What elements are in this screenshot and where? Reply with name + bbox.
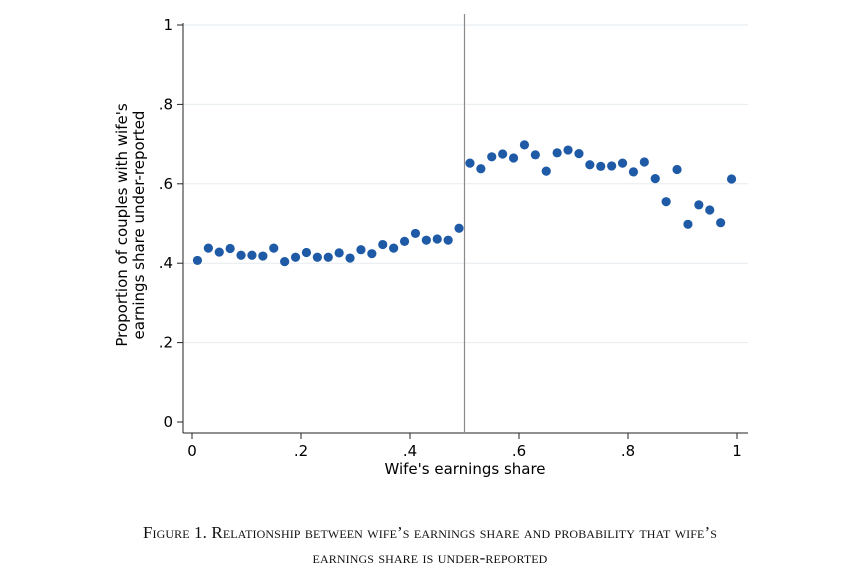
data-point-1	[203, 243, 213, 253]
data-point-40	[628, 167, 639, 177]
data-point-19	[399, 236, 410, 246]
data-point-34	[563, 145, 573, 155]
x-tick-label-4: .8	[621, 442, 635, 460]
data-point-15	[356, 245, 366, 255]
data-point-18	[389, 243, 399, 253]
x-tick-label-0: 0	[187, 442, 197, 460]
grid-lines	[183, 24, 748, 344]
caption-line-1: Figure 1. Relationship between wife’s ea…	[0, 520, 860, 545]
data-point-20	[410, 228, 421, 239]
caption-line-2: earnings share is under-reported	[312, 548, 548, 567]
data-point-41	[639, 157, 649, 167]
y-tick-label-1: .2	[159, 334, 173, 352]
y-tick-label-3: .6	[159, 175, 173, 193]
data-point-38	[607, 161, 617, 171]
data-point-9	[290, 252, 301, 262]
data-point-7	[269, 243, 279, 253]
data-point-37	[596, 161, 606, 171]
data-point-45	[683, 219, 693, 229]
data-point-30	[519, 140, 530, 150]
y-tick-label-4: .8	[159, 95, 173, 113]
data-point-13	[334, 248, 344, 258]
data-point-6	[258, 251, 268, 261]
x-axis-title: Wife's earnings share	[384, 460, 545, 478]
data-point-44	[672, 164, 682, 175]
scatter-chart: 0 .2 .4 .6 .8 1 0 .2 .4 .6 .8 1 Wife's earnings sha…	[113, 14, 748, 478]
x-tick-label-3: .6	[512, 442, 526, 460]
data-point-27	[487, 152, 497, 162]
data-point-39	[617, 158, 628, 168]
data-point-32	[541, 166, 551, 176]
data-point-21	[421, 235, 431, 245]
x-tick-label-1: .2	[294, 442, 308, 460]
data-point-16	[367, 249, 377, 259]
data-point-8	[280, 257, 290, 267]
data-point-29	[508, 153, 519, 163]
caption-title-cap: R	[211, 523, 223, 542]
data-points	[192, 140, 737, 267]
data-point-26	[476, 164, 486, 174]
caption-figure-rest: igure	[152, 523, 190, 542]
data-point-33	[552, 148, 562, 158]
data-point-36	[585, 160, 595, 170]
data-point-46	[694, 200, 704, 210]
data-point-31	[530, 150, 540, 160]
data-point-28	[498, 149, 508, 159]
axes	[177, 23, 748, 439]
caption-title-rest: elationship between wife’s earnings shar…	[222, 523, 718, 542]
caption-figure-cap: F	[142, 523, 153, 542]
x-tick-label-2: .4	[403, 442, 417, 460]
data-point-25	[465, 158, 475, 168]
data-point-11	[312, 252, 322, 262]
data-point-12	[323, 252, 333, 262]
caption-figure-number: 1.	[189, 523, 212, 542]
y-axis-title-line-2: earnings share under-reported	[130, 111, 148, 340]
tick-labels: 0 .2 .4 .6 .8 1 0 .2 .4 .6 .8 1	[159, 16, 742, 460]
data-point-3	[225, 243, 235, 254]
data-point-23	[443, 235, 453, 245]
data-point-43	[661, 197, 671, 207]
data-point-5	[247, 250, 257, 260]
data-point-49	[726, 174, 737, 184]
data-point-48	[716, 218, 726, 228]
data-point-10	[301, 247, 312, 258]
y-tick-label-5: 1	[163, 16, 173, 34]
y-axis-title: Proportion of couples with wife's earnin…	[113, 103, 148, 346]
data-point-4	[236, 250, 246, 260]
data-point-2	[214, 247, 224, 257]
data-point-0	[192, 255, 203, 266]
y-tick-label-2: .4	[159, 254, 173, 272]
y-tick-label-0: 0	[163, 413, 173, 431]
figure-caption: Figure 1. Relationship between wife’s ea…	[0, 520, 860, 570]
data-point-17	[378, 239, 388, 250]
data-point-47	[705, 205, 715, 215]
y-axis-title-line-1: Proportion of couples with wife's	[113, 103, 131, 346]
chart-container: 0 .2 .4 .6 .8 1 0 .2 .4 .6 .8 1 Wife's earnings sha…	[113, 14, 748, 478]
data-point-24	[454, 223, 464, 233]
data-point-22	[432, 234, 442, 244]
data-point-14	[345, 253, 355, 263]
data-point-35	[574, 149, 584, 159]
x-tick-label-5: 1	[732, 442, 742, 460]
data-point-42	[650, 174, 660, 184]
